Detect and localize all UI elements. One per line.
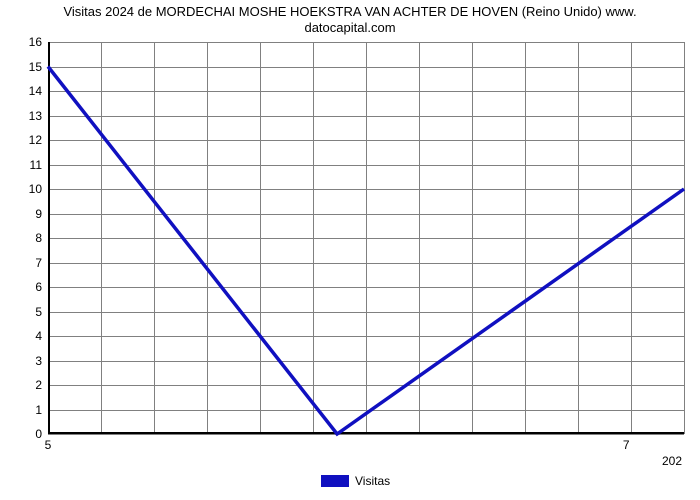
y-tick-label: 0 bbox=[20, 427, 42, 441]
chart-container: Visitas 2024 de MORDECHAI MOSHE HOEKSTRA… bbox=[0, 0, 700, 500]
grid-line-vertical bbox=[684, 42, 685, 434]
y-tick-label: 9 bbox=[20, 207, 42, 221]
y-tick-label: 5 bbox=[20, 305, 42, 319]
series-line bbox=[48, 42, 684, 434]
x-secondary-label: 202 bbox=[662, 454, 682, 468]
x-tick-label: 5 bbox=[45, 438, 52, 452]
y-tick-label: 6 bbox=[20, 280, 42, 294]
x-tick-label: 7 bbox=[623, 438, 630, 452]
legend-swatch bbox=[321, 475, 349, 487]
chart-title-line2: datocapital.com bbox=[304, 20, 395, 35]
y-tick-label: 15 bbox=[20, 60, 42, 74]
y-tick-label: 13 bbox=[20, 109, 42, 123]
y-tick-label: 3 bbox=[20, 354, 42, 368]
chart-title: Visitas 2024 de MORDECHAI MOSHE HOEKSTRA… bbox=[0, 4, 700, 37]
legend: Visitas bbox=[321, 474, 390, 488]
legend-label: Visitas bbox=[355, 474, 390, 488]
plot-area bbox=[48, 42, 684, 434]
y-tick-label: 11 bbox=[20, 158, 42, 172]
grid-line-horizontal bbox=[48, 434, 684, 435]
y-tick-label: 10 bbox=[20, 182, 42, 196]
y-tick-label: 16 bbox=[20, 35, 42, 49]
chart-title-line1: Visitas 2024 de MORDECHAI MOSHE HOEKSTRA… bbox=[63, 4, 636, 19]
y-tick-label: 12 bbox=[20, 133, 42, 147]
y-tick-label: 14 bbox=[20, 84, 42, 98]
y-tick-label: 1 bbox=[20, 403, 42, 417]
y-tick-label: 8 bbox=[20, 231, 42, 245]
y-tick-label: 7 bbox=[20, 256, 42, 270]
y-tick-label: 4 bbox=[20, 329, 42, 343]
y-tick-label: 2 bbox=[20, 378, 42, 392]
